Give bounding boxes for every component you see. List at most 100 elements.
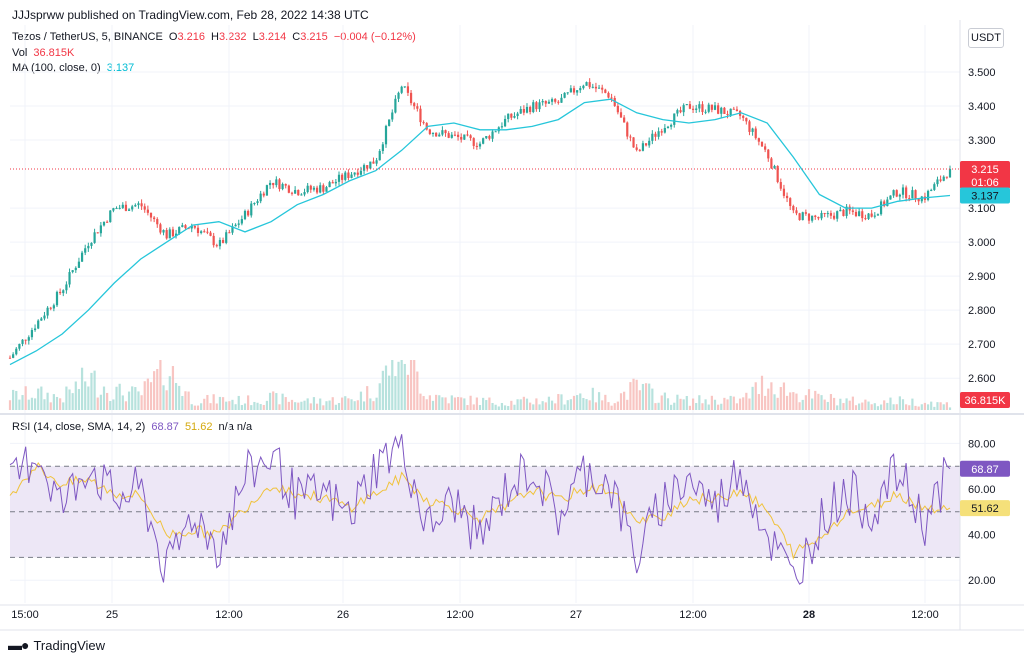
candle <box>391 112 394 120</box>
candle <box>735 109 739 111</box>
volume-bar <box>391 360 394 410</box>
volume-bar <box>174 383 178 410</box>
candle <box>312 187 316 190</box>
candle <box>334 181 337 184</box>
volume-bar <box>516 399 519 410</box>
candle <box>225 232 228 243</box>
volume-bar <box>49 402 52 410</box>
volume-bar <box>127 391 131 410</box>
candle <box>560 97 563 103</box>
candle <box>319 185 322 193</box>
candle <box>532 102 535 112</box>
volume-bar <box>732 396 735 410</box>
volume-bar <box>315 403 319 410</box>
ma-line <box>9 98 951 366</box>
volume-bar <box>610 405 613 410</box>
candle <box>375 160 378 164</box>
candle <box>68 272 71 285</box>
volume-bar <box>328 400 331 410</box>
candles <box>8 78 952 359</box>
volume-bar <box>275 393 278 410</box>
volume-bar <box>240 405 243 410</box>
candle <box>27 337 30 341</box>
pane-dividers <box>0 20 1024 631</box>
volume-bar <box>804 395 807 410</box>
volume-badge-text: 36.815K <box>965 395 1007 407</box>
candle <box>851 210 854 212</box>
volume-bar <box>782 382 786 410</box>
volume-bar <box>851 396 854 410</box>
volume-bar <box>698 395 701 410</box>
volume-bar <box>353 401 356 410</box>
currency-button[interactable]: USDT <box>968 28 1004 48</box>
ma-badge: 3.137 <box>960 187 1010 204</box>
candle <box>272 182 275 186</box>
candle <box>572 88 576 93</box>
symbol-title[interactable]: Tezos / TetherUS, 5, BINANCE <box>12 31 163 43</box>
volume-bar <box>726 399 729 410</box>
volume-bar <box>892 404 895 410</box>
volume-bar <box>209 403 212 410</box>
candle <box>184 225 187 229</box>
candle <box>519 108 522 114</box>
candle <box>854 211 858 217</box>
volume-bar <box>889 397 892 410</box>
candle <box>463 134 466 140</box>
volume-bar <box>431 400 435 410</box>
candle <box>394 98 397 113</box>
volume-bar <box>939 402 942 410</box>
volume-bar <box>513 404 516 410</box>
candle <box>431 132 435 134</box>
candle <box>757 138 760 142</box>
volume-bar <box>196 405 200 410</box>
price-tick-label: 3.000 <box>968 237 996 249</box>
volume-bar <box>215 403 218 410</box>
candle <box>751 128 754 132</box>
price-axis[interactable]: 3.500 3.400 3.300 3.100 3.000 2.900 2.800 2.700… <box>968 67 996 587</box>
volume-value: 36.815K <box>33 47 75 59</box>
volume-bar <box>688 405 692 410</box>
candle <box>638 149 641 151</box>
rsi-sma-value: 51.62 <box>184 421 213 433</box>
candle <box>648 140 651 146</box>
candle <box>137 203 140 206</box>
candle <box>209 232 212 236</box>
candle <box>381 144 384 152</box>
candle <box>200 231 203 233</box>
candle <box>867 213 870 219</box>
candle <box>40 318 43 321</box>
volume-bar <box>623 391 626 410</box>
candle <box>792 206 795 211</box>
candle <box>234 224 237 227</box>
tradingview-logo[interactable]: ▬● TradingView <box>8 637 105 653</box>
volume-bar <box>547 396 551 410</box>
candle <box>657 131 660 137</box>
candle <box>563 92 566 98</box>
candle <box>237 223 240 225</box>
time-axis[interactable]: 15:00 25 12:00 26 12:00 27 12:00 28 12:00 <box>11 609 939 621</box>
volume-bar <box>701 403 704 410</box>
volume-bar <box>638 390 641 410</box>
candle <box>823 212 826 214</box>
volume-bar <box>566 400 569 410</box>
ma-label[interactable]: MA (100, close, 0) <box>12 62 101 74</box>
volume-bar <box>99 394 102 410</box>
volume-bar <box>745 392 748 410</box>
candle <box>911 190 914 199</box>
volume-bar <box>384 365 388 410</box>
candle <box>616 105 619 113</box>
candle <box>444 130 447 134</box>
volume-label[interactable]: Vol <box>12 47 28 59</box>
candle <box>785 195 789 199</box>
candle <box>187 228 190 230</box>
candle <box>306 185 309 193</box>
volume-bar <box>65 386 68 410</box>
candle <box>760 141 764 147</box>
candle <box>679 110 682 113</box>
volume-bar <box>842 403 845 410</box>
price-tick-label: 2.700 <box>968 339 996 351</box>
candle <box>256 201 259 204</box>
ohlc-low: L3.214 <box>253 31 287 43</box>
rsi-badge: 68.87 <box>960 460 1010 477</box>
